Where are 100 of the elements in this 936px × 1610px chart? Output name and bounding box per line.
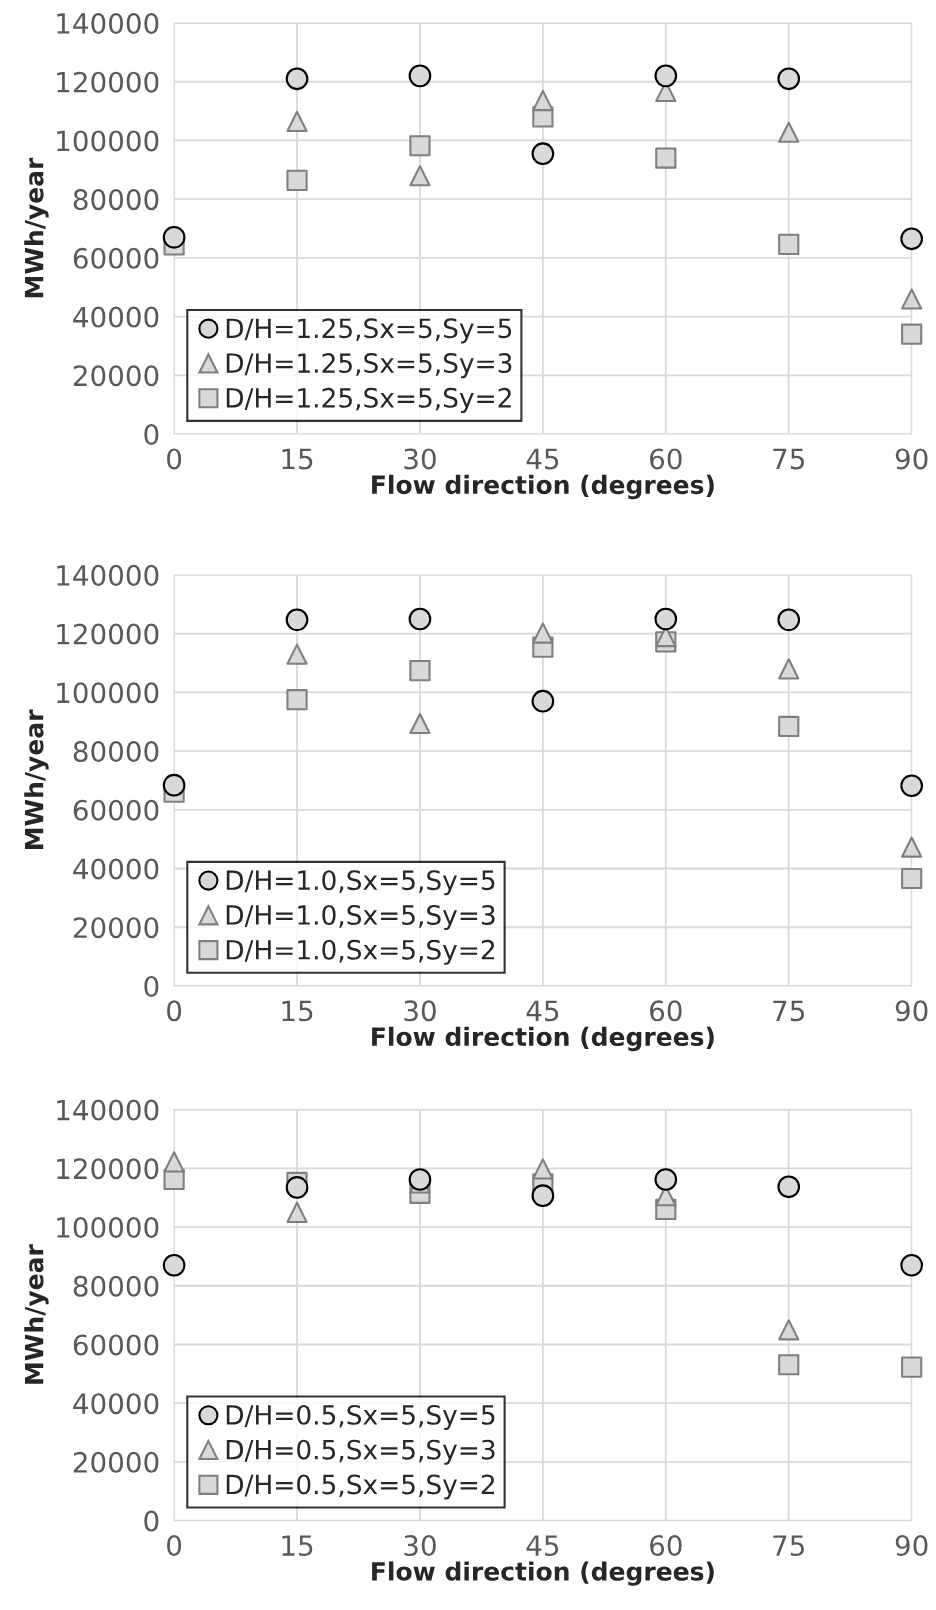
point	[778, 1319, 800, 1341]
y-tick-label: 0	[144, 423, 159, 445]
x-tick-label: 75	[773, 1000, 804, 1022]
point	[286, 689, 308, 711]
point	[408, 64, 432, 88]
y-tick-label: 40000	[73, 306, 159, 328]
point	[409, 135, 431, 157]
x-tick-label: 30	[404, 448, 436, 470]
point	[286, 110, 308, 132]
y-axis-title: MWh/year	[24, 1244, 49, 1384]
point	[901, 1356, 923, 1378]
x-axis-title: Flow direction (degrees)	[372, 474, 714, 500]
point	[654, 1168, 678, 1191]
point	[777, 1175, 801, 1199]
point	[285, 1176, 309, 1199]
y-tick-label: 80000	[73, 1275, 159, 1297]
point	[409, 712, 431, 735]
y-tick-label: 40000	[73, 858, 159, 880]
x-tick-label: 90	[895, 448, 928, 470]
point	[778, 121, 800, 143]
y-tick-label: 100000	[57, 130, 159, 152]
y-tick-label: 80000	[73, 741, 159, 763]
point	[778, 658, 800, 680]
legend-label: D/H=1.25,Sx=5,Sy=2	[226, 387, 511, 413]
y-tick-label: 0	[144, 1510, 159, 1532]
point	[531, 689, 555, 713]
point	[409, 165, 431, 187]
point	[654, 64, 678, 88]
y-tick-label: 100000	[57, 682, 159, 704]
x-tick-label: 30	[404, 1535, 436, 1557]
point	[900, 774, 923, 798]
y-tick-label: 60000	[73, 1334, 159, 1356]
x-tick-label: 45	[526, 448, 559, 470]
point	[286, 1201, 308, 1223]
y-tick-label: 100000	[57, 1216, 159, 1238]
point	[162, 773, 186, 797]
point	[655, 147, 677, 169]
point	[408, 607, 432, 631]
point	[778, 1354, 800, 1376]
x-tick-label: 15	[282, 1535, 313, 1557]
legend-label: D/H=1.25,Sx=5,Sy=5	[226, 318, 512, 344]
y-tick-label: 20000	[73, 917, 159, 939]
legend-label: D/H=0.5,Sx=5,Sy=3	[226, 1439, 495, 1465]
y-tick-label: 120000	[57, 623, 159, 645]
point	[777, 608, 801, 632]
y-tick-label: 120000	[57, 1158, 159, 1180]
x-tick-label: 90	[895, 1535, 928, 1557]
point	[901, 323, 923, 345]
point	[532, 622, 554, 644]
point	[901, 867, 923, 890]
x-tick-label: 75	[773, 1535, 804, 1557]
point	[285, 67, 309, 91]
point	[654, 607, 678, 631]
point	[409, 660, 431, 682]
point	[532, 89, 554, 112]
x-axis-title: Flow direction (degrees)	[372, 1561, 714, 1586]
point	[531, 1184, 555, 1207]
point	[778, 715, 800, 738]
y-tick-label: 20000	[73, 365, 159, 387]
y-tick-label: 20000	[73, 1451, 159, 1473]
x-tick-label: 15	[282, 448, 313, 470]
point	[901, 288, 923, 310]
x-axis-title: Flow direction (degrees)	[372, 1026, 714, 1052]
x-tick-label: 0	[167, 1000, 182, 1022]
y-tick-label: 140000	[57, 12, 159, 34]
legend-label: D/H=1.25,Sx=5,Sy=3	[226, 353, 512, 379]
point	[286, 169, 308, 191]
x-tick-label: 30	[404, 1000, 436, 1022]
point	[778, 233, 800, 256]
x-tick-label: 60	[650, 1000, 682, 1022]
y-tick-label: 0	[144, 975, 159, 997]
x-tick-label: 60	[650, 1535, 682, 1557]
legend-label: D/H=0.5,Sx=5,Sy=2	[226, 1474, 495, 1500]
x-tick-label: 0	[167, 1535, 182, 1557]
point	[901, 836, 923, 858]
y-tick-label: 140000	[57, 564, 159, 586]
point	[285, 608, 309, 632]
y-tick-label: 80000	[73, 189, 159, 211]
x-tick-label: 15	[282, 1000, 313, 1022]
x-tick-label: 0	[167, 448, 182, 470]
legend-label: D/H=0.5,Sx=5,Sy=5	[226, 1404, 495, 1430]
point	[163, 1151, 185, 1173]
x-tick-label: 75	[773, 448, 804, 470]
legend-label: D/H=1.0,Sx=5,Sy=5	[226, 870, 495, 896]
y-tick-label: 40000	[73, 1393, 159, 1415]
point	[777, 67, 801, 91]
y-axis-title: MWh/year	[24, 709, 49, 850]
y-tick-label: 140000	[57, 1099, 159, 1121]
y-tick-label: 60000	[73, 799, 159, 821]
point	[286, 643, 308, 665]
x-tick-label: 90	[895, 1000, 928, 1022]
point	[900, 227, 923, 251]
x-tick-label: 60	[650, 448, 682, 470]
legend-label: D/H=1.0,Sx=5,Sy=3	[226, 905, 495, 931]
x-tick-label: 45	[526, 1535, 559, 1557]
point	[162, 226, 186, 249]
point	[531, 142, 555, 166]
point	[162, 1253, 186, 1277]
point	[900, 1253, 923, 1277]
x-tick-label: 45	[526, 1000, 559, 1022]
